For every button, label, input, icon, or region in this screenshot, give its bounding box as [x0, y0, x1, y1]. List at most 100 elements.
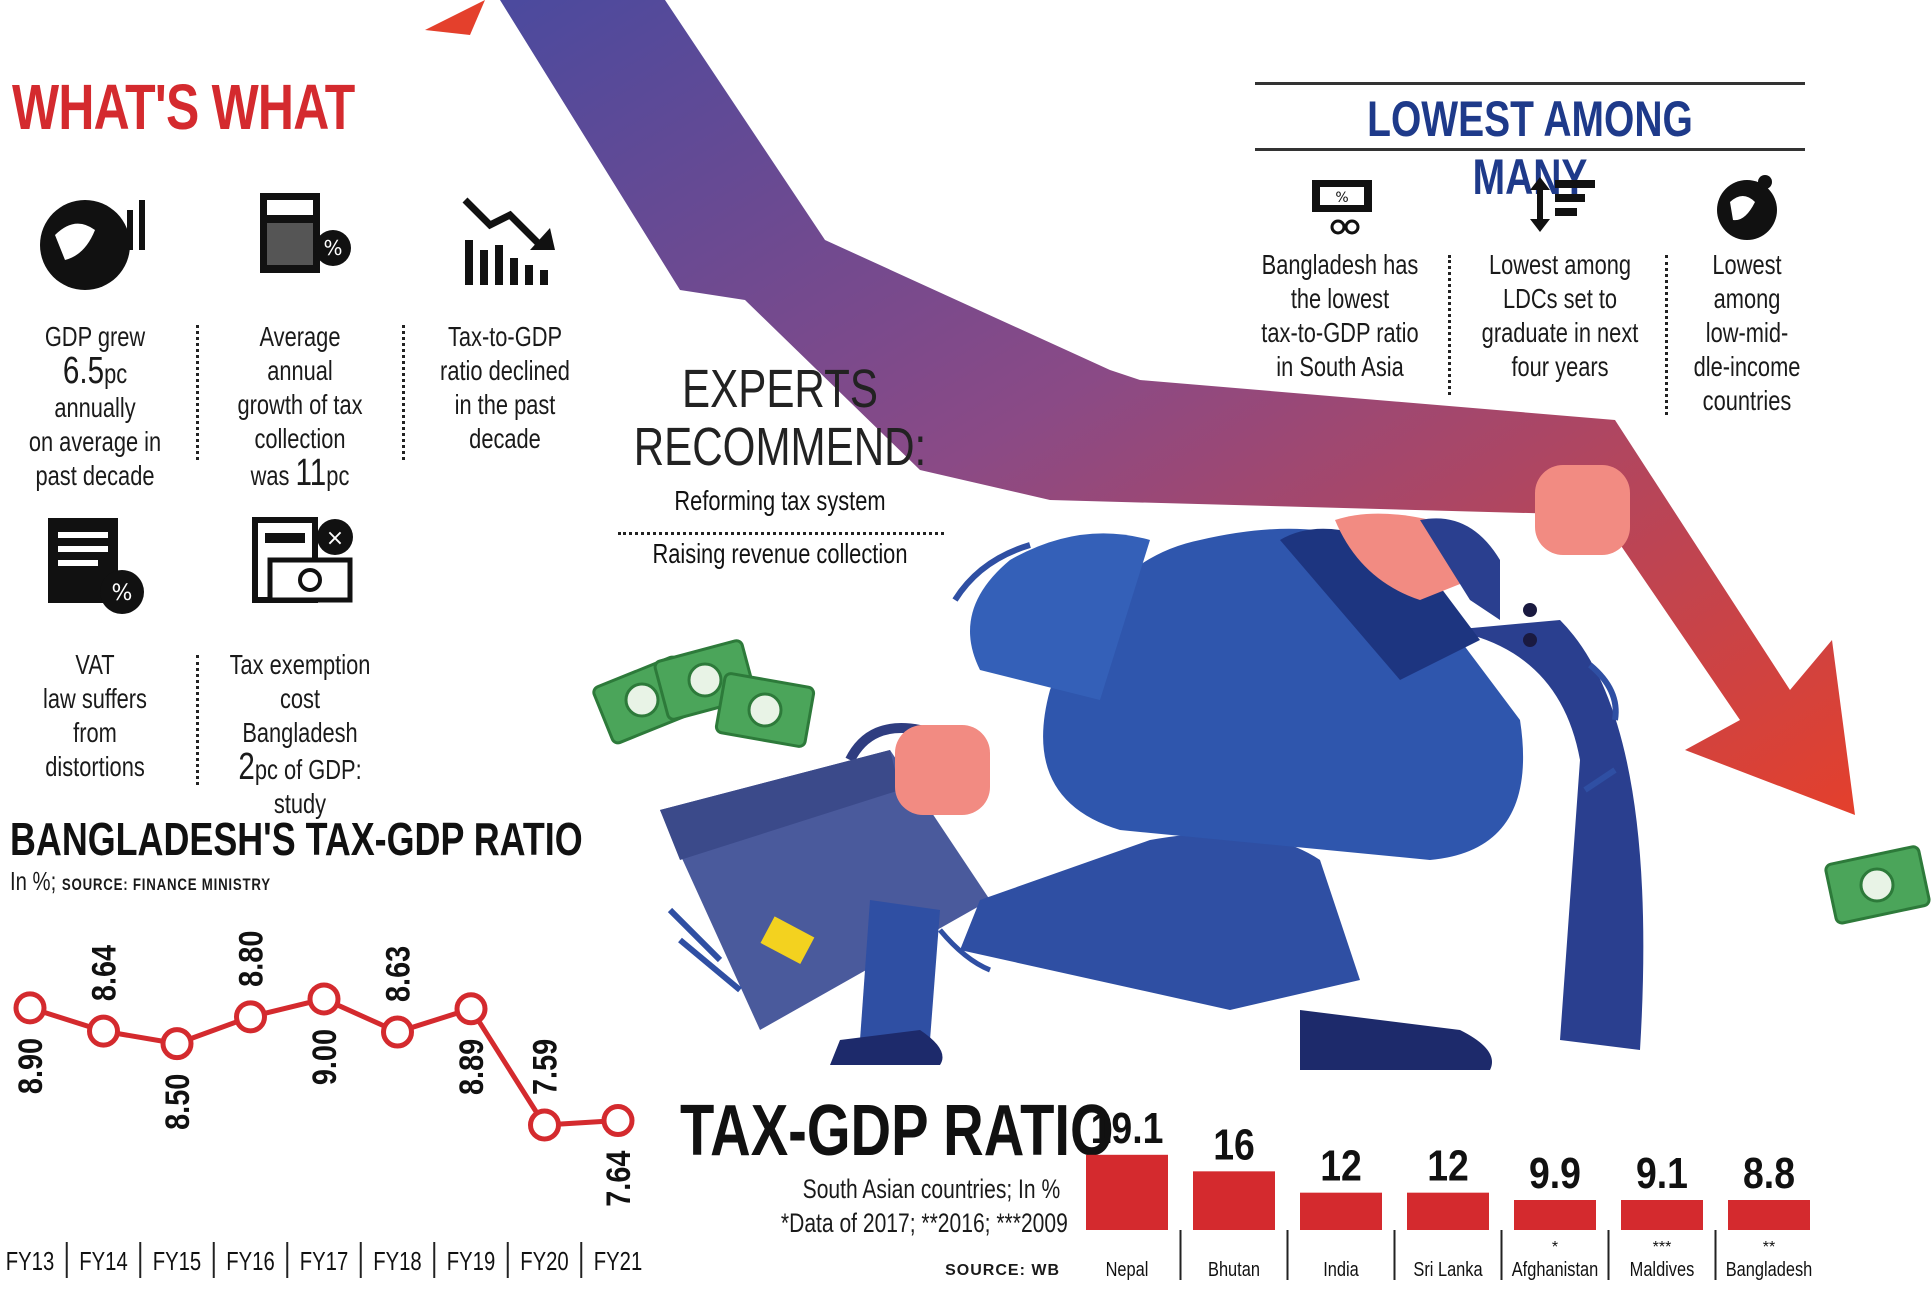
- line-data-label-group: 8.64: [84, 944, 123, 1001]
- line-chart: 8.90 8.64 8.50 8.80 9.00 8.63 8.89 7.59 7.64 FY13…: [6, 931, 642, 1278]
- lowest-item-lmic: Lowest among low-mid- dle-income countri…: [1642, 248, 1852, 418]
- experts-item-reform: Reforming tax system: [610, 485, 950, 517]
- line-point: [87, 1014, 120, 1048]
- lowest-text: four years: [1511, 351, 1609, 382]
- bar-category-label: Bhutan: [1208, 1257, 1260, 1280]
- rule-top: [1255, 82, 1805, 85]
- fact-text: decade: [469, 423, 541, 454]
- tax-exemption-icon: ×: [252, 517, 353, 603]
- experts-item-text: Reforming tax system: [674, 485, 886, 516]
- bar: [1193, 1171, 1275, 1230]
- bar-data-label: 12: [1320, 1141, 1362, 1191]
- svg-text:%: %: [323, 236, 342, 260]
- bar-category-label: Bangladesh: [1726, 1257, 1813, 1280]
- lowest-text: Bangladesh has: [1261, 249, 1419, 280]
- bar: [1086, 1154, 1168, 1230]
- divider: [196, 325, 199, 460]
- bar: [1514, 1200, 1596, 1230]
- line-chart-subtitle: In %; SOURCE: FINANCE MINISTRY: [10, 866, 344, 897]
- rule-bottom: [1255, 148, 1805, 151]
- line-data-label: 7.59: [525, 1039, 564, 1095]
- line-data-label: 8.63: [378, 946, 417, 1002]
- line-x-tick-label: FY16: [226, 1247, 274, 1276]
- bar-data-label: 19.1: [1091, 1103, 1164, 1153]
- arrow-tip-left: [425, 0, 485, 35]
- bar-data-label: 9.1: [1636, 1148, 1688, 1198]
- fact-text: GDP grew: [44, 321, 146, 352]
- fact-gdp-growth: GDP grew 6.5pc annually on average in pa…: [0, 320, 190, 493]
- lowest-among-many-title: LOWEST AMONG MANY: [1255, 90, 1805, 206]
- money-scissors-icon: %: [1312, 180, 1372, 235]
- line-data-label: 8.89: [452, 1039, 491, 1095]
- line-point: [381, 1015, 414, 1049]
- lowest-text: in South Asia: [1276, 351, 1404, 382]
- bar-data-label: 9.9: [1529, 1148, 1581, 1198]
- fact-text: 6.5pc annually: [54, 350, 136, 423]
- lowest-text: graduate in next: [1481, 317, 1639, 348]
- line-x-tick-label: FY19: [447, 1247, 495, 1276]
- bar-category-label: India: [1323, 1257, 1359, 1280]
- line-x-tick-label: FY20: [520, 1247, 568, 1276]
- fact-text: ratio declined: [440, 355, 570, 386]
- line-data-label: 8.90: [11, 1038, 50, 1094]
- line-x-tick-label: FY17: [300, 1247, 348, 1276]
- line-data-label: 9.00: [305, 1029, 344, 1085]
- globe-growth-icon: [40, 200, 145, 290]
- line-data-label: 8.64: [84, 944, 123, 1001]
- lowest-item-ldcs: Lowest among LDCs set to graduate in nex…: [1455, 248, 1665, 384]
- experts-item-text: Raising revenue collection: [652, 538, 908, 569]
- line-chart-title: BANGLADESH'S TAX-GDP RATIO: [10, 812, 744, 866]
- bar-data-label: 16: [1213, 1119, 1255, 1169]
- line-data-label-group: 8.63: [378, 946, 417, 1002]
- fact-text: cost Bangladesh: [242, 683, 358, 748]
- divider: [1665, 255, 1668, 415]
- experts-title-line1: EXPERTS: [682, 359, 878, 419]
- svg-text:%: %: [112, 581, 133, 606]
- bar-category-label: Sri Lanka: [1413, 1257, 1483, 1280]
- lowest-text: dle-income: [1693, 351, 1801, 382]
- line-data-label-group: 9.00: [305, 1029, 344, 1085]
- line-point: [234, 1000, 267, 1034]
- fact-text: Tax exemption: [229, 649, 371, 680]
- fact-text: in the past: [454, 389, 556, 420]
- line-x-tick-label: FY18: [373, 1247, 421, 1276]
- ranking-bars-icon: [1530, 177, 1595, 232]
- line-chart-source: SOURCE: FINANCE MINISTRY: [61, 875, 271, 894]
- bar-chart-source-text: SOURCE: WB: [945, 1262, 1060, 1279]
- line-point: [528, 1108, 561, 1142]
- fact-vat: VAT law suffers from distortions: [0, 648, 190, 784]
- line-point: [601, 1104, 635, 1138]
- fact-text: collection: [254, 423, 346, 454]
- svg-text:%: %: [1335, 190, 1348, 206]
- chart-decline-icon: [462, 197, 555, 285]
- fact-text: growth of tax: [237, 389, 363, 420]
- line-point: [13, 991, 47, 1025]
- line-x-tick-label: FY14: [79, 1247, 127, 1276]
- experts-item-revenue: Raising revenue collection: [610, 538, 950, 570]
- line-data-label: 8.50: [158, 1074, 197, 1130]
- fact-text: from: [73, 717, 117, 748]
- fact-text: VAT: [75, 649, 115, 680]
- lowest-among-many-title-text: LOWEST AMONG MANY: [1367, 91, 1693, 205]
- bar: [1621, 1200, 1703, 1230]
- line-point: [160, 1027, 194, 1061]
- businessman: [667, 465, 1644, 1070]
- bar-note-marker: **: [1763, 1239, 1775, 1256]
- line-data-label: 8.80: [231, 931, 270, 987]
- line-x-tick-label: FY21: [594, 1247, 642, 1276]
- divider: [1448, 255, 1451, 395]
- lowest-item-south-asia: Bangladesh has the lowest tax-to-GDP rat…: [1235, 248, 1445, 384]
- experts-divider: [618, 532, 944, 535]
- line-data-label-group: 7.64: [599, 1150, 638, 1207]
- fact-tax-to-gdp: Tax-to-GDP ratio declined in the past de…: [410, 320, 600, 456]
- experts-title: EXPERTS RECOMMEND:: [590, 360, 970, 476]
- line-chart-title-text: BANGLADESH'S TAX-GDP RATIO: [10, 813, 583, 865]
- fact-text: Tax-to-GDP: [447, 321, 563, 352]
- bar-chart-title-text: TAX-GDP RATIO: [680, 1091, 1114, 1171]
- divider: [402, 325, 405, 460]
- line-data-label: 7.64: [599, 1150, 638, 1207]
- bar-chart-subtitle-text: South Asian countries; In %: [802, 1174, 1060, 1204]
- svg-text:×: ×: [326, 526, 344, 551]
- fact-tax-collection: Average annual growth of tax collection …: [205, 320, 395, 493]
